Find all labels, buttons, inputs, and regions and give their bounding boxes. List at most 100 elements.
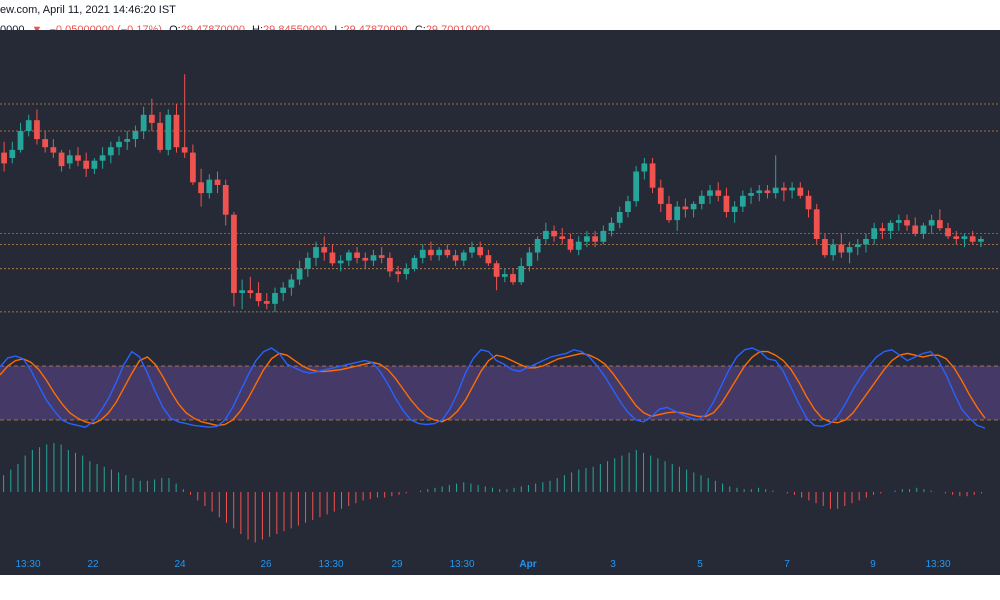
candle-body — [42, 139, 49, 148]
candle-body — [723, 195, 730, 212]
time-axis-label: 22 — [87, 559, 99, 570]
candle-body — [354, 252, 360, 258]
candle-body — [945, 228, 951, 237]
candle-body — [17, 131, 24, 150]
candle-body — [649, 163, 656, 188]
candle-body — [559, 236, 566, 239]
candle-body — [501, 274, 508, 277]
time-axis-label: 13:30 — [925, 559, 950, 570]
candle-body — [805, 195, 812, 210]
time-axis-labels: 13:30 22 24 26 13:30 29 13:30 Apr 3 5 7 9 13:30 — [15, 559, 950, 570]
candle-body — [879, 228, 886, 231]
candle-body — [304, 257, 311, 269]
time-axis-label: 3 — [610, 559, 616, 570]
header-source: ew.com, April 11, 2021 14:46:20 IST — [0, 4, 176, 16]
chart-area[interactable] — [0, 30, 1000, 575]
candle-body — [510, 274, 516, 283]
candle-body — [428, 249, 434, 256]
time-axis-label: 24 — [174, 559, 186, 570]
candle-body — [296, 268, 303, 280]
candle-body — [625, 201, 631, 212]
candle-body — [674, 206, 681, 221]
candle-body — [731, 206, 738, 212]
candle-body — [222, 185, 229, 215]
candle-body — [313, 247, 319, 258]
candle-body — [280, 287, 287, 293]
stoch-d-line — [0, 350, 986, 427]
candle-body — [329, 252, 336, 264]
time-axis-label: 9 — [870, 559, 876, 570]
candle-body — [9, 149, 16, 158]
candle-body — [592, 236, 598, 242]
candle-body — [255, 293, 262, 302]
time-axis-label: 13:30 — [449, 559, 474, 570]
candle-body — [1, 152, 7, 164]
candle-body — [25, 120, 32, 131]
candle-body — [239, 290, 246, 293]
time-axis: 13:30 22 24 26 13:30 29 13:30 Apr 3 5 7 9 13:30 — [15, 559, 950, 570]
candle-body — [608, 222, 615, 231]
candle-body — [920, 225, 927, 234]
candle-body — [263, 301, 270, 304]
candle-body — [887, 222, 894, 231]
candle-body — [58, 152, 65, 167]
candle-body — [822, 239, 828, 256]
candlestick-series — [1, 74, 984, 312]
candle-body — [395, 271, 401, 275]
candle-body — [863, 239, 869, 245]
candle-body — [190, 152, 196, 183]
candle-body — [321, 247, 328, 253]
histogram-series — [3, 443, 982, 543]
candle-body — [969, 236, 976, 242]
candle-body — [99, 155, 106, 161]
candle-body — [411, 257, 418, 269]
candle-body — [953, 236, 960, 239]
candle-body — [575, 241, 582, 250]
candle-body — [542, 230, 549, 239]
candle-body — [534, 239, 541, 253]
candle-body — [772, 187, 779, 194]
candle-body — [904, 220, 910, 226]
candle-body — [165, 114, 172, 150]
candle-body — [739, 195, 746, 207]
candle-body — [83, 160, 90, 169]
candle-body — [789, 187, 795, 191]
candle-body — [206, 179, 213, 194]
candle-body — [633, 171, 640, 202]
candle-body — [132, 131, 139, 140]
candle-body — [698, 195, 705, 204]
candle-body — [838, 244, 845, 253]
candle-body — [387, 257, 393, 272]
candle-body — [75, 155, 81, 161]
time-axis-label: 7 — [784, 559, 790, 570]
price-levels — [0, 103, 1000, 313]
chart-svg[interactable] — [0, 30, 1000, 575]
candle-body — [781, 187, 787, 191]
candle-body — [871, 228, 878, 239]
candle-body — [715, 190, 722, 196]
candle-body — [551, 230, 557, 237]
candle-body — [707, 190, 713, 196]
candle-body — [140, 114, 147, 131]
candle-body — [485, 255, 492, 264]
candle-body — [493, 263, 500, 277]
candle-body — [107, 147, 114, 156]
stoch-k-line — [0, 347, 986, 429]
candle-body — [682, 206, 689, 210]
candle-body — [231, 214, 237, 293]
candle-body — [157, 122, 163, 150]
candle-body — [345, 252, 352, 261]
candle-body — [91, 160, 98, 169]
candle-body — [444, 249, 451, 256]
candle-body — [797, 187, 804, 196]
candle-body — [961, 236, 968, 239]
candle-body — [830, 244, 837, 256]
candle-body — [600, 230, 607, 242]
candle-body — [50, 147, 57, 153]
time-axis-band — [0, 575, 1000, 600]
candle-body — [657, 187, 664, 204]
candle-body — [66, 155, 73, 164]
candle-body — [148, 114, 155, 123]
candle-body — [748, 193, 754, 196]
candle-body — [288, 279, 295, 288]
